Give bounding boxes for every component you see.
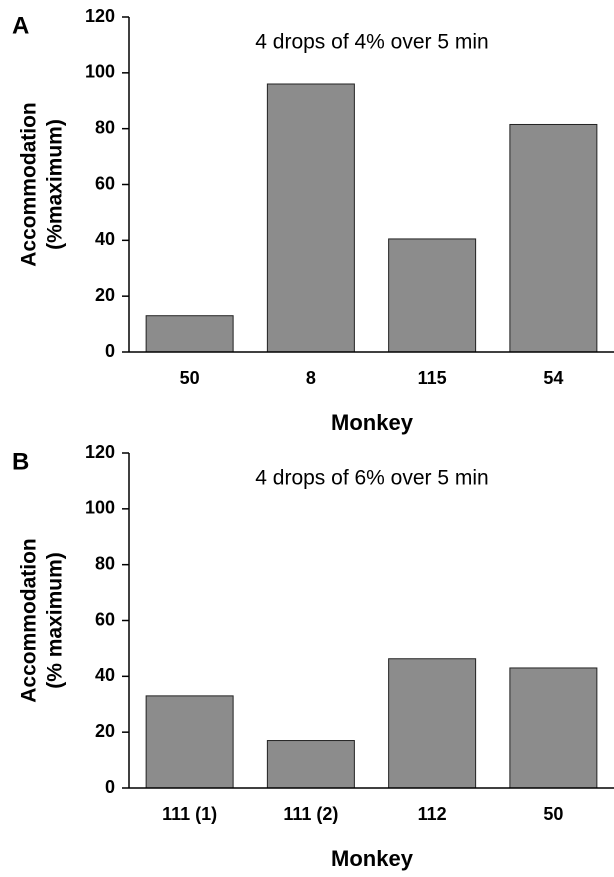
- y-tick-label: 40: [95, 229, 115, 249]
- y-tick-label: 20: [95, 285, 115, 305]
- bar: [145, 315, 234, 353]
- y-tick-label: 60: [95, 609, 115, 629]
- bar: [266, 83, 355, 353]
- x-tick-label: 112: [418, 804, 447, 824]
- bar: [509, 123, 598, 353]
- bar: [388, 658, 477, 789]
- bar: [388, 238, 477, 353]
- y-tick-label: 100: [85, 498, 115, 518]
- x-tick-label: 8: [306, 368, 316, 388]
- y-tick-label: 0: [105, 777, 115, 797]
- y-tick-label: 20: [95, 721, 115, 741]
- x-tick-label: 115: [418, 368, 447, 388]
- x-axis-label: Monkey: [331, 410, 414, 435]
- annotation: 4 drops of 4% over 5 min: [255, 31, 488, 54]
- y-axis-label: Accommodation: [18, 538, 41, 703]
- y-tick-label: 0: [105, 341, 115, 361]
- panel-label: A: [12, 12, 29, 39]
- x-tick-label: 111 (2): [283, 804, 338, 824]
- y-axis-label: (% maximum): [44, 552, 67, 689]
- y-axis-label: Accommodation: [18, 102, 41, 267]
- y-tick-label: 120: [85, 442, 115, 462]
- panel-label: B: [12, 448, 29, 475]
- bar: [509, 667, 598, 789]
- y-tick-label: 120: [85, 6, 115, 26]
- y-tick-label: 80: [95, 117, 115, 137]
- x-tick-label: 54: [543, 368, 563, 388]
- y-tick-label: 60: [95, 173, 115, 193]
- bar: [145, 695, 234, 789]
- y-tick-label: 40: [95, 665, 115, 685]
- bar: [266, 740, 355, 789]
- y-tick-label: 100: [85, 62, 115, 82]
- x-tick-label: 50: [543, 804, 563, 824]
- y-axis-label: (%maximum): [44, 119, 67, 250]
- x-axis-label: Monkey: [331, 846, 414, 871]
- x-tick-label: 111 (1): [162, 804, 217, 824]
- y-tick-label: 80: [95, 553, 115, 573]
- x-tick-label: 50: [180, 368, 200, 388]
- annotation: 4 drops of 6% over 5 min: [255, 467, 488, 490]
